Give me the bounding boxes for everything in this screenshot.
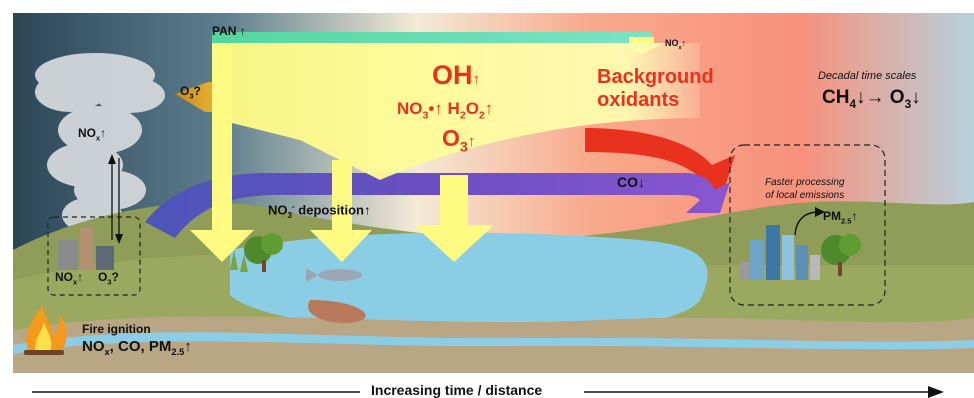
pm25-city-label: PM2.5↑ [823,209,858,226]
trees-icon [230,233,283,272]
no3-h2o2-label: NO3•↑ H2O2↑ [397,99,494,122]
deposition-arrow-3 [414,175,494,262]
fish-icon [306,268,362,282]
city-region-box [729,144,886,306]
background-oxidants-arrow [585,128,735,190]
city-icon [740,225,820,280]
decadal-label: Decadal time scales [818,70,917,82]
fire-emissions-label: NOx, CO, PM2.5↑ [82,338,192,357]
fire-icon [24,305,67,355]
co-label: CO↓ [617,174,645,190]
deposition-arrow-1 [190,43,254,262]
axis-label: Increasing time / distance [371,382,543,398]
no3-deposition-label: NO3- deposition↑ [268,202,371,220]
oh-label: OH↑ [432,60,480,90]
nox-small-label: NOx↑ [665,38,687,51]
background-oxidants-label: Background oxidants [597,66,714,111]
source-region-box [47,216,141,296]
nox-fire-label: NOx↑ [55,270,84,287]
smoke-plume-icon [35,53,165,256]
o3-fire-label: O3? [98,270,119,287]
buildings-icon [58,228,114,270]
pan-transport-arrow [212,32,652,43]
ch4-o3-label: CH4↓→ O3↓ [822,87,921,111]
axis-arrowhead [928,386,944,398]
faster-processing-label: Faster processing of local emissions [765,177,845,201]
city-tree-icon [821,234,861,276]
o3-center-label: O3↑ [442,125,476,156]
pan-label: PAN ↑ [212,24,246,38]
co-transport-arrow [145,173,730,238]
deposition-arrow-2 [310,160,372,262]
oxidant-plume [212,43,700,180]
fire-ignition-label: Fire ignition [82,322,151,336]
o3-question-label: O3? [180,84,201,101]
river [13,332,974,354]
nox-plume-label: NOx↑ [78,126,107,143]
